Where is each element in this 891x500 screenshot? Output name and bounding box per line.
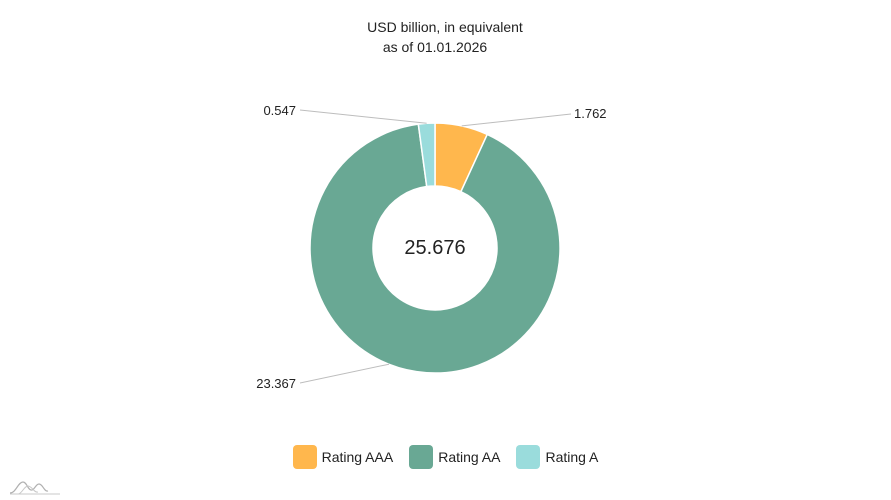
legend-item-rating-aaa[interactable]: Rating AAA (292, 445, 394, 469)
donut-slices (309, 122, 561, 374)
center-total-label: 25.676 (404, 237, 465, 259)
leader-line-rating-aaa (461, 113, 572, 127)
legend-item-rating-aa[interactable]: Rating AA (409, 445, 500, 469)
slice-rating-aa[interactable] (309, 123, 561, 374)
chart-title-line-1: USD billion, in equivalent (367, 19, 523, 35)
legend-label-rating-aaa: Rating AAA (321, 449, 394, 465)
legend-swatch-rating-aaa (292, 445, 317, 469)
mountain-logo-icon (10, 481, 60, 495)
slice-labels: 1.762 23.367 0.547 (256, 103, 606, 391)
legend-label-rating-a: Rating A (545, 449, 599, 465)
slice-rating-a[interactable] (417, 122, 436, 188)
legend-swatch-rating-aa (409, 445, 434, 469)
data-label-rating-a: 0.547 (263, 103, 296, 118)
data-label-rating-aa: 23.367 (256, 376, 296, 391)
leader-line-rating-aa (299, 363, 390, 384)
data-label-rating-aaa: 1.762 (574, 106, 607, 121)
legend-swatch-rating-a (516, 445, 541, 469)
legend-item-rating-a[interactable]: Rating A (516, 445, 598, 469)
chart-legend: Rating AAA Rating AA Rating A (0, 445, 891, 469)
leader-line-rating-a (299, 109, 427, 124)
legend-label-rating-aa: Rating AA (438, 449, 501, 465)
chart-title-line-2: as of 01.01.2026 (383, 39, 488, 55)
